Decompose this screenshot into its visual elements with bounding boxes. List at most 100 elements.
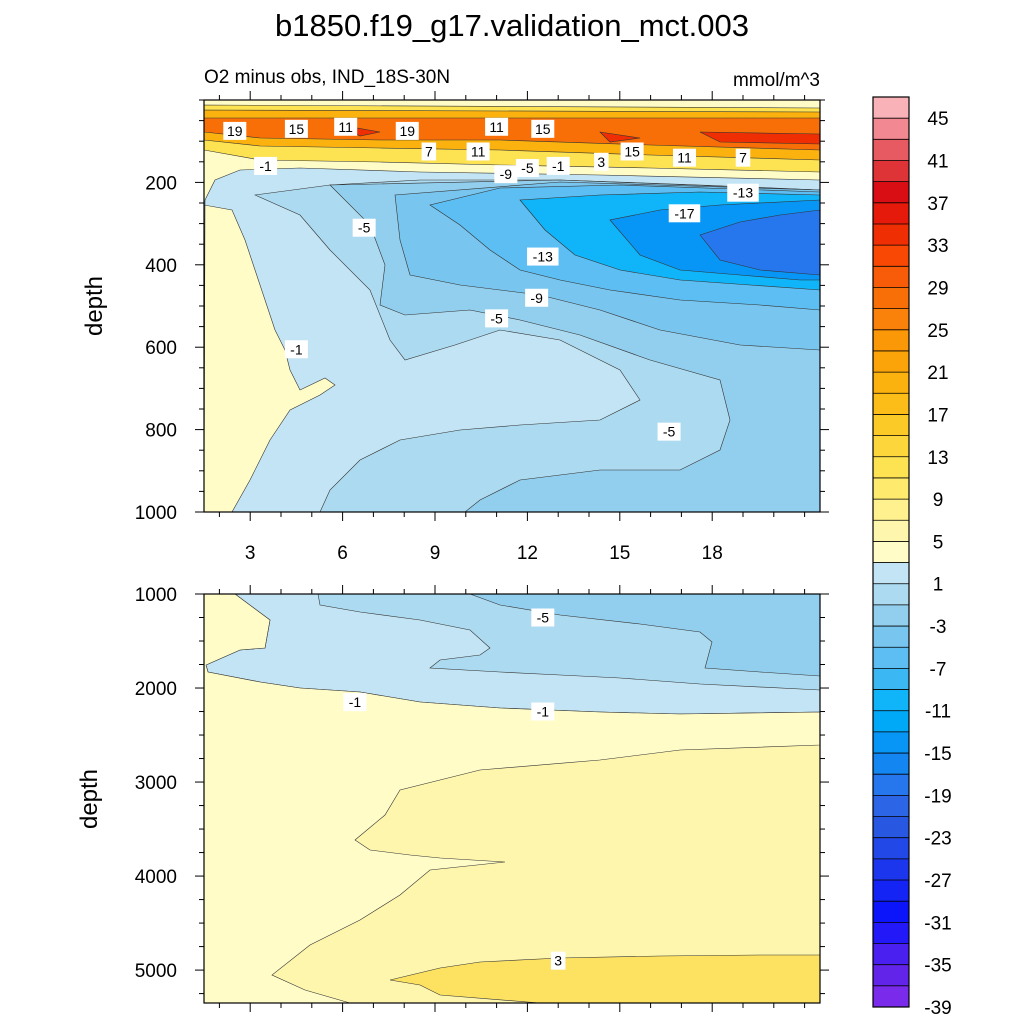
- colorbar-label: 25: [927, 321, 948, 342]
- y-tick-label: 3000: [135, 773, 177, 794]
- contour-label-text: 11: [471, 144, 486, 160]
- colorbar-swatch: [873, 287, 909, 309]
- colorbar-swatch: [873, 985, 909, 1008]
- colorbar-swatch: [873, 731, 909, 754]
- colorbar-swatch: [873, 435, 909, 458]
- contour-label-box: [525, 288, 549, 307]
- y-tick-label: 200: [145, 173, 177, 194]
- contour-label-text: -5: [537, 610, 550, 626]
- contour-label-box: [735, 148, 751, 167]
- colorbar-label: 33: [927, 236, 948, 257]
- colorbar-swatch: [873, 202, 909, 225]
- contour-label: 19: [395, 121, 419, 140]
- contour-label-box: [515, 158, 539, 177]
- colorbar-swatch: [873, 774, 909, 796]
- upper-axes: 3 6 9 12 15 18 200 400 600 800 1000: [135, 91, 829, 564]
- colorbar-swatch: [873, 520, 909, 542]
- upper-contour-labels: 19 15 11 19 11 15 7 11 15 11 7 3 -1 -5 -9 -1 -13 -17 -13 -5…: [223, 117, 759, 441]
- contour-label-text: -13: [733, 185, 753, 201]
- x-tick-label: 3: [245, 543, 256, 564]
- contour-label-text: -5: [663, 424, 676, 440]
- colorbar-swatch: [873, 922, 909, 944]
- contour-label-box: [546, 156, 570, 175]
- colorbar-label: -23: [924, 829, 951, 850]
- contour-label-box: [727, 183, 759, 202]
- contour-label-box: [657, 422, 681, 441]
- x-tick-label: 18: [702, 543, 723, 564]
- colorbar-swatch: [873, 499, 909, 521]
- contour-label: 11: [466, 142, 490, 161]
- contour-label-box: [421, 142, 437, 161]
- upper-contour-fill: [204, 100, 820, 512]
- contour-label-box: [668, 204, 701, 223]
- contour-label: 19: [223, 121, 247, 140]
- colorbar-label: 29: [927, 278, 948, 299]
- colorbar-swatch: [873, 858, 909, 881]
- contour-label-text: 7: [739, 150, 747, 166]
- contour-label-text: 11: [677, 150, 692, 166]
- y-tick-label: 2000: [135, 679, 177, 700]
- colorbar-label: 17: [927, 405, 948, 426]
- contour-label-text: 15: [289, 121, 305, 137]
- contour-label-box: [672, 148, 696, 167]
- contour-label-box: [550, 951, 566, 970]
- contour-label: -9: [494, 165, 518, 184]
- contour-label-text: -1: [290, 341, 303, 357]
- contour-label-box: [485, 309, 509, 328]
- contour-label: 7: [735, 148, 751, 167]
- contour-label-text: -9: [530, 290, 543, 306]
- colorbar-swatch: [873, 414, 909, 436]
- colorbar-swatch: [873, 393, 909, 415]
- colorbar-label: 41: [927, 151, 948, 172]
- contour-label-text: -17: [674, 205, 694, 221]
- contour-label-text: -1: [552, 158, 565, 174]
- contour-label: -13: [527, 247, 559, 266]
- colorbar-label: -15: [924, 744, 951, 765]
- contour-label: -9: [525, 288, 549, 307]
- contour-label-box: [531, 119, 555, 138]
- contour-label-text: 11: [338, 119, 353, 135]
- contour-label-text: -5: [521, 160, 534, 176]
- colorbar-swatch: [873, 541, 909, 563]
- colorbar-swatch: [873, 139, 909, 161]
- lower-axes: 1000 2000 3000 4000 5000: [135, 585, 829, 1012]
- lower-contour-labels: -5 -1 -1 3: [343, 608, 566, 970]
- contour-label-text: -1: [259, 158, 272, 174]
- colorbar-label: -27: [924, 871, 951, 892]
- colorbar-swatch: [873, 689, 909, 712]
- contour-label: 3: [550, 951, 566, 970]
- contour-label-box: [620, 142, 644, 161]
- contour-label-box: [352, 218, 376, 237]
- contour-label-box: [395, 121, 419, 140]
- panel-subtitle: O2 minus obs, IND_18S-30N: [204, 67, 450, 88]
- x-tick-label: 12: [517, 543, 538, 564]
- units-label: mmol/m^3: [733, 70, 820, 91]
- colorbar: 45 41 37 33 29 25 21 17 13 9 5 1 -3 -7 -11 -15 -19 -23 -27…: [872, 96, 952, 1019]
- y-tick-label: 1000: [135, 585, 177, 606]
- contour-label-text: -9: [500, 166, 513, 182]
- colorbar-label: -7: [930, 659, 947, 680]
- colorbar-swatch: [873, 266, 909, 288]
- contour-label: 11: [334, 117, 358, 136]
- contour-label: 11: [485, 117, 509, 136]
- colorbar-label: 21: [927, 363, 948, 384]
- colorbar-swatch: [873, 181, 909, 204]
- contour-label: -1: [531, 702, 555, 721]
- y-tick-label: 600: [145, 338, 177, 359]
- lower-contour-fill: [204, 594, 820, 1003]
- colorbar-swatch: [873, 880, 909, 902]
- colorbar-label: -3: [930, 617, 947, 638]
- contour-label-box: [594, 152, 609, 171]
- contour-label: -5: [657, 422, 681, 441]
- colorbar-swatch: [873, 668, 909, 690]
- contour-label: -1: [284, 340, 308, 359]
- colorbar-label: -19: [924, 786, 951, 807]
- colorbar-label: 37: [927, 194, 948, 215]
- colorbar-swatch: [873, 456, 909, 479]
- contour-label-text: -1: [537, 704, 550, 720]
- colorbar-swatch: [873, 626, 909, 648]
- contour-label-text: -5: [358, 220, 371, 236]
- contour-label-box: [284, 119, 308, 138]
- contour-label-text: 15: [535, 121, 551, 137]
